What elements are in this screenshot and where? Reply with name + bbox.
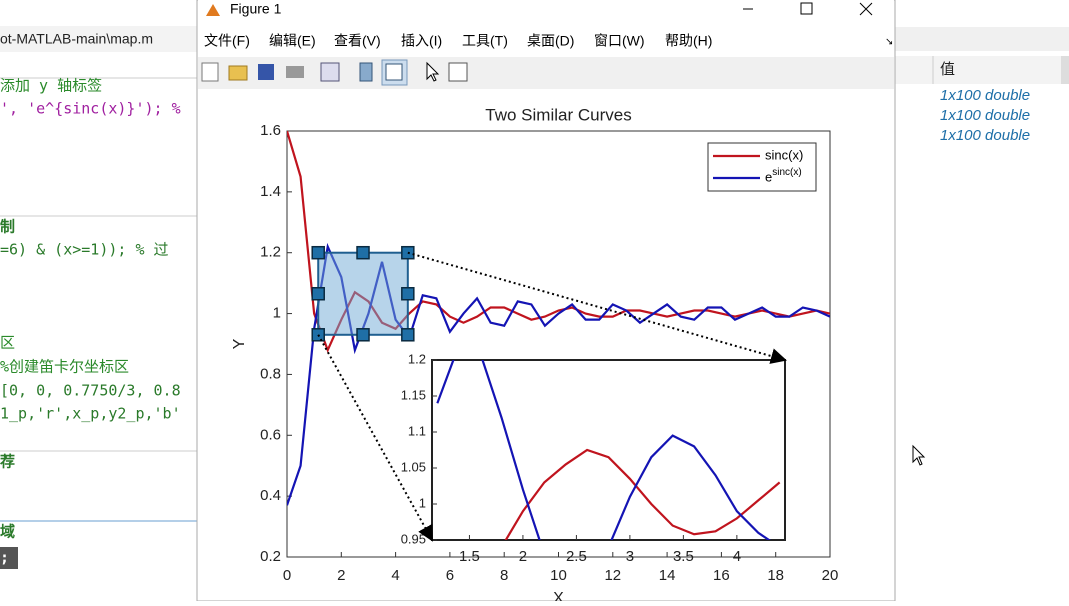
zoom-handle[interactable] [356, 328, 370, 342]
tool-property[interactable] [448, 62, 468, 82]
y-tick-label: 0.8 [260, 365, 281, 382]
y-tick-label: 1.1 [408, 423, 426, 438]
x-tick-label: 3.5 [673, 548, 694, 565]
tool-link[interactable] [320, 62, 340, 82]
x-tick-label: 8 [500, 567, 508, 584]
zoom-handle[interactable] [356, 245, 370, 260]
zoom-region[interactable] [317, 251, 409, 336]
zoom-handle[interactable] [401, 328, 415, 342]
tool-legend[interactable] [385, 63, 403, 81]
x-axis-label: X [553, 590, 564, 601]
menu-item[interactable]: 帮助(H) [665, 33, 712, 49]
x-tick-label: 4 [391, 567, 399, 584]
menu-item[interactable]: 窗口(W) [594, 33, 645, 49]
x-tick-label: 1.5 [459, 548, 480, 565]
tool-print[interactable] [286, 66, 304, 78]
zoom-handle[interactable] [401, 287, 415, 301]
dock-arrow[interactable]: ↘ [885, 37, 893, 48]
y-tick-label: 1.6 [260, 122, 281, 139]
x-tick-label: 14 [659, 567, 676, 584]
y-tick-label: 1.15 [401, 387, 426, 402]
maximize[interactable] [800, 2, 813, 15]
close[interactable] [859, 2, 873, 16]
code-line: 区 [0, 334, 15, 352]
cursor [912, 444, 926, 466]
x-tick-label: 4 [733, 548, 741, 565]
workspace-value: 1x100 double [940, 107, 1030, 124]
y-tick-label: 1 [419, 495, 426, 510]
code-line: 荐 [0, 453, 15, 471]
y-tick-label: 0.6 [260, 426, 281, 443]
y-tick-label: 1.05 [401, 459, 426, 474]
menu-item[interactable]: 文件(F) [204, 33, 250, 49]
tool-pointer[interactable] [426, 61, 440, 82]
zoom-handle[interactable] [311, 245, 325, 260]
code-line: 域 [0, 523, 15, 541]
workspace-value: 1x100 double [940, 87, 1030, 104]
menu-item[interactable]: 查看(V) [334, 33, 381, 49]
editor-tab [0, 26, 197, 52]
editor-panel [0, 0, 197, 601]
x-tick-label: 6 [446, 567, 454, 584]
y-tick-label: 1.4 [260, 183, 281, 200]
x-tick-label: 18 [767, 567, 784, 584]
x-tick-label: 16 [713, 567, 730, 584]
y-tick-label: 0.4 [260, 487, 281, 504]
menu-item[interactable]: 工具(T) [462, 33, 508, 49]
column-header: 值 [940, 61, 955, 78]
x-tick-label: 2 [519, 548, 527, 565]
tool-open[interactable] [228, 65, 248, 81]
tool-colorbar[interactable] [359, 62, 373, 82]
zoom-handle[interactable] [311, 287, 325, 301]
x-tick-label: 2.5 [566, 548, 587, 565]
tool-save[interactable] [258, 64, 274, 80]
code-line: 1_p,'r',x_p,y2_p,'b' [0, 405, 181, 423]
curve [436, 360, 771, 540]
x-tick-label: 3 [626, 548, 634, 565]
code-line: =6) & (x>=1)); % 过 [0, 241, 169, 259]
zoom-arrow [407, 251, 787, 364]
menu-item[interactable]: 插入(I) [401, 33, 442, 49]
x-tick-label: 12 [604, 567, 621, 584]
toolbar [201, 59, 468, 86]
chart-title: Two Similar Curves [485, 105, 631, 124]
legend-box [707, 142, 817, 192]
menu-item[interactable]: 编辑(E) [269, 33, 316, 49]
code-line: ', 'e^{sinc(x)}'); % [0, 100, 181, 118]
axes-background [431, 359, 786, 541]
y-tick-label: 1 [273, 305, 281, 322]
code-line: 制 [0, 218, 15, 236]
x-tick-label: 10 [550, 567, 567, 584]
code-line: 添加 y 轴标签 [0, 77, 102, 95]
zoom-arrow [317, 334, 433, 542]
curve [504, 448, 781, 540]
y-tick-label: 0.2 [260, 548, 281, 565]
legend-label: sinc(x) [765, 147, 803, 162]
x-tick-label: 0 [283, 567, 291, 584]
window-title: Figure 1 [230, 1, 282, 17]
code-line: [0, 0, 0.7750/3, 0.8 [0, 382, 181, 400]
workspace-value: 1x100 double [940, 127, 1030, 144]
code-line: %创建笛卡尔坐标区 [0, 358, 129, 376]
y-tick-label: 1.2 [408, 351, 426, 366]
code-line: ; [0, 549, 9, 567]
file-path: ot-MATLAB-main\map.m [0, 31, 153, 47]
x-tick-label: 2 [337, 567, 345, 584]
x-tick-label: 20 [822, 567, 839, 584]
tool-new[interactable] [201, 62, 219, 82]
menu-item[interactable]: 桌面(D) [527, 33, 574, 49]
y-tick-label: 0.95 [401, 531, 426, 546]
y-tick-label: 1.2 [260, 244, 281, 261]
workspace-panel [895, 0, 1069, 601]
y-axis-label: Y [231, 338, 248, 349]
